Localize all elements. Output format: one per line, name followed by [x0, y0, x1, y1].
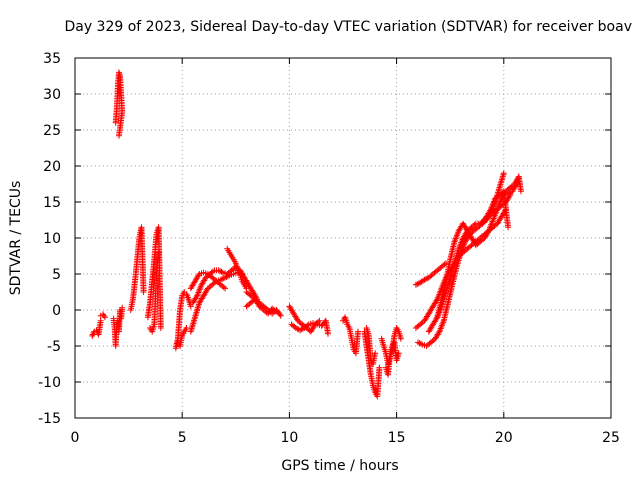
x-tick-label: 10 — [280, 430, 298, 446]
x-tick-label: 15 — [388, 430, 406, 446]
y-tick-label: 5 — [52, 267, 61, 283]
series-segment-17 — [288, 317, 331, 337]
grid-lines — [75, 58, 611, 418]
data-point-markers — [172, 289, 194, 352]
axes: 0 5 10 15 20 25 35 30 25 20 15 10 5 0 -5 -10 -15 — [38, 51, 620, 446]
series-segment-30 — [505, 173, 524, 198]
data-point-markers — [89, 317, 104, 339]
y-tick-label: 35 — [43, 51, 61, 67]
y-tick-label: 10 — [43, 231, 61, 247]
y-tick-label: -15 — [38, 411, 61, 427]
data-point-markers — [187, 269, 246, 335]
series-segment-3 — [110, 304, 126, 349]
chart-title: Day 329 of 2023, Sidereal Day-to-day VTE… — [64, 19, 632, 35]
series-segment-13 — [224, 245, 250, 292]
series-segment-7 — [147, 249, 162, 335]
series-segment-20 — [363, 325, 379, 367]
y-tick-label: -10 — [38, 375, 61, 391]
data-point-markers — [243, 296, 280, 317]
data-point-markers — [393, 325, 404, 342]
y-tick-label: 30 — [43, 87, 61, 103]
data-point-markers — [147, 249, 162, 335]
y-tick-label: 25 — [43, 123, 61, 139]
data-point-markers — [112, 69, 126, 139]
series-segment-5 — [127, 224, 147, 313]
data-point-markers — [174, 325, 190, 349]
data-point-markers — [110, 304, 126, 349]
series-segment-9 — [174, 325, 190, 349]
data-point-markers — [415, 170, 507, 349]
y-tick-label: -5 — [47, 339, 61, 355]
series-segment-8 — [172, 289, 194, 352]
series-segment-26 — [415, 170, 507, 349]
series-segment-2 — [97, 311, 108, 321]
x-tick-label: 20 — [495, 430, 513, 446]
series-segment-18 — [340, 314, 361, 357]
series-segment-24 — [412, 260, 449, 288]
data-point-markers — [505, 173, 524, 198]
series-segment-23 — [393, 325, 404, 342]
series-segment-29 — [479, 188, 512, 231]
data-point-markers — [224, 245, 250, 292]
data-point-markers — [479, 188, 512, 231]
series-segment-10 — [187, 269, 246, 335]
data-point-markers — [127, 224, 147, 313]
series-segment-15 — [243, 296, 280, 317]
data-point-markers — [97, 311, 108, 321]
data-point-markers — [412, 260, 449, 288]
data-point-markers — [288, 317, 331, 337]
x-tick-label: 25 — [602, 430, 620, 446]
x-axis-label: GPS time / hours — [281, 458, 398, 474]
y-tick-label: 15 — [43, 195, 61, 211]
x-tick-label: 5 — [178, 430, 187, 446]
series-segment-1 — [89, 317, 104, 339]
x-tick-label: 0 — [71, 430, 80, 446]
series-segment-4 — [112, 69, 126, 139]
series-segment-22 — [382, 339, 402, 378]
data-point-markers — [340, 314, 361, 357]
y-axis-label: SDTVAR / TECUs — [8, 181, 24, 296]
y-tick-label: 0 — [52, 303, 61, 319]
data-point-markers — [363, 325, 379, 367]
data-points — [89, 69, 524, 400]
data-point-markers — [382, 339, 402, 378]
y-tick-label: 20 — [43, 159, 61, 175]
